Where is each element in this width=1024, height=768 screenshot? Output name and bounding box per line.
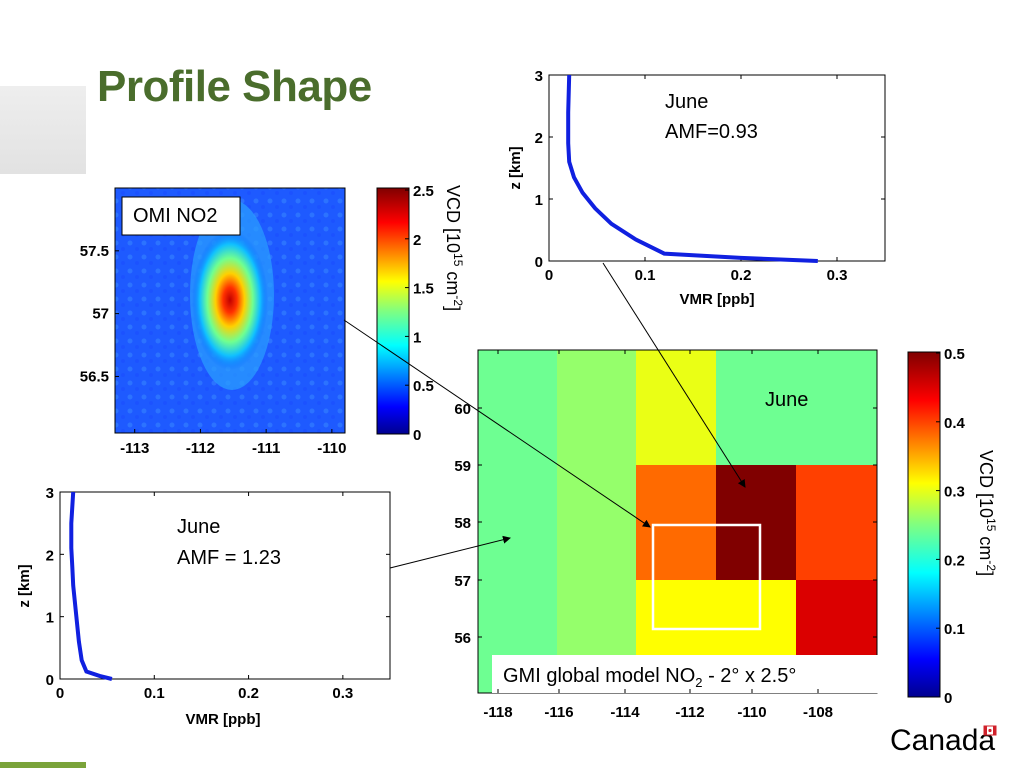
gmi-grid-cell — [716, 465, 796, 580]
profile1-series-line — [566, 74, 818, 263]
profile-xtick-label: 0.1 — [144, 685, 165, 702]
profile-ytick-label: 0 — [535, 254, 543, 271]
profile-xtick-label: 0 — [545, 267, 553, 284]
slide-title: Profile Shape — [97, 62, 372, 111]
gmi-grid-cell — [796, 465, 877, 580]
profile-xtick-label: 0 — [56, 685, 64, 702]
profile-ytick-label: 0 — [46, 672, 54, 689]
profile-plot-amf-123: 0 0.1 0.2 0.3 0 1 2 3 June AMF = 1.23 VMR [ppb]… — [16, 485, 391, 728]
gmi-xtick-label: -116 — [544, 704, 573, 721]
profile1-frame — [548, 74, 886, 262]
omi-colorbar-bar — [376, 187, 410, 435]
profile1-annotation-amf: AMF=0.93 — [665, 121, 758, 143]
gmi-xtick-label: -114 — [610, 704, 640, 721]
colorbar-tick-label: 0 — [413, 427, 421, 444]
gmi-grid-cell — [796, 350, 877, 465]
gmi-grid-cell — [557, 465, 636, 580]
colorbar-tick-label: 2 — [413, 232, 421, 249]
arrow-profile1-to-gmi — [602, 262, 746, 488]
colorbar-tick-label: 0.1 — [944, 621, 965, 638]
gmi-xtick-label: -108 — [803, 704, 833, 721]
omi-colorbar: 0 0.5 1 1.5 2 2.5 VCD [1015 cm-2] — [376, 183, 465, 444]
profile-plot-amf-093: 0 0.1 0.2 0.3 0 1 2 3 June AMF=0.93 VMR [ppb] z… — [507, 68, 886, 308]
canada-flag-leaf — [988, 728, 992, 733]
omi-title-box — [121, 196, 241, 236]
gmi-xtick-label: -110 — [737, 704, 766, 721]
gmi-colorbar-label: VCD [1015 cm-2] — [976, 450, 998, 576]
colorbar-tick-label: 0.4 — [944, 415, 966, 432]
connector-arrows — [343, 262, 746, 569]
omi-map-frame — [114, 187, 346, 434]
gmi-annotation-month: June — [765, 389, 808, 411]
colorbar-tick-label: 0.5 — [413, 378, 434, 395]
arrow-omi-to-gmi — [343, 319, 651, 528]
profile2-annotation-amf: AMF = 1.23 — [177, 547, 281, 569]
omi-xtick-label: -111 — [252, 440, 280, 457]
profile-ytick-label: 2 — [46, 547, 54, 564]
omi-colorbar-label: VCD [1015 cm-2] — [443, 185, 465, 311]
gmi-caption: GMI global model NO2 - 2° x 2.5° — [503, 665, 796, 690]
profile2-series-line — [69, 491, 113, 681]
gmi-xtick-label: -112 — [675, 704, 704, 721]
profile-xtick-label: 0.3 — [332, 685, 353, 702]
gmi-grid-cell — [636, 350, 716, 465]
gmi-grid-cell — [478, 465, 557, 580]
profile2-frame — [59, 491, 391, 680]
profile-ytick-label: 1 — [46, 610, 54, 627]
gmi-grid-cell — [478, 350, 557, 465]
gmi-ytick-label: 57 — [454, 573, 471, 590]
colorbar-tick-label: 2.5 — [413, 183, 434, 200]
colorbar-tick-label: 0.5 — [944, 346, 965, 363]
decorative-line — [0, 762, 86, 768]
gmi-colorbar-bar — [907, 351, 941, 698]
canada-logo-text: Canada — [890, 724, 995, 757]
profile-ytick-label: 3 — [46, 485, 54, 502]
colorbar-tick-label: 0 — [944, 690, 952, 707]
gmi-ytick-label: 56 — [454, 630, 471, 647]
canada-flag-left-bar — [984, 726, 987, 735]
gmi-caption-box — [492, 655, 886, 693]
omi-no2-map: OMI NO2 -113 -112 -111 -110 56.5 57 57.5 — [80, 187, 346, 457]
profile-ytick-label: 3 — [535, 68, 543, 85]
omi-xtick-label: -110 — [317, 440, 346, 457]
profile-ytick-label: 2 — [535, 130, 543, 147]
colorbar-tick-label: 0.2 — [944, 552, 965, 569]
profile-ytick-label: 1 — [535, 192, 543, 209]
canada-flag-right-bar — [993, 726, 996, 735]
gmi-grid-cell — [557, 350, 636, 465]
canada-wordmark: Canada — [890, 724, 997, 757]
gmi-colorbar: 0 0.1 0.2 0.3 0.4 0.5 VCD [1015 cm-2] — [907, 346, 998, 707]
profile2-annotation-month: June — [177, 516, 220, 538]
gmi-xtick-label: -118 — [483, 704, 512, 721]
profile-xtick-label: 0.2 — [731, 267, 752, 284]
omi-xtick-label: -113 — [120, 440, 149, 457]
arrow-profile2-to-gmi — [389, 535, 511, 569]
omi-xtick-label: -112 — [186, 440, 215, 457]
profile-xtick-label: 0.1 — [635, 267, 656, 284]
profile-xtick-label: 0.2 — [238, 685, 259, 702]
gmi-ytick-label: 58 — [454, 515, 471, 532]
omi-ytick-label: 57 — [92, 306, 109, 323]
gmi-ytick-label: 59 — [454, 458, 471, 475]
gmi-ytick-label: 60 — [454, 401, 471, 418]
profile1-ylabel: z [km] — [507, 146, 524, 189]
omi-hotspot — [192, 230, 268, 370]
profile-xtick-label: 0.3 — [827, 267, 848, 284]
profile2-ylabel: z [km] — [16, 564, 33, 607]
colorbar-tick-label: 1.5 — [413, 281, 434, 298]
gmi-highlight-box — [651, 523, 762, 631]
profile1-annotation-month: June — [665, 91, 708, 113]
gmi-model-map: June GMI global model NO2 - 2° x 2.5° -1… — [454, 349, 886, 721]
omi-ytick-label: 57.5 — [80, 243, 109, 260]
omi-title: OMI NO2 — [133, 205, 217, 227]
omi-ytick-label: 56.5 — [80, 368, 109, 385]
profile1-xlabel: VMR [ppb] — [680, 291, 755, 308]
colorbar-tick-label: 1 — [413, 329, 421, 346]
colorbar-tick-label: 0.3 — [944, 484, 965, 501]
gmi-grid-cell — [636, 465, 716, 580]
profile2-xlabel: VMR [ppb] — [186, 711, 261, 728]
gmi-grid-cell — [716, 350, 796, 465]
decorative-block — [0, 86, 86, 174]
